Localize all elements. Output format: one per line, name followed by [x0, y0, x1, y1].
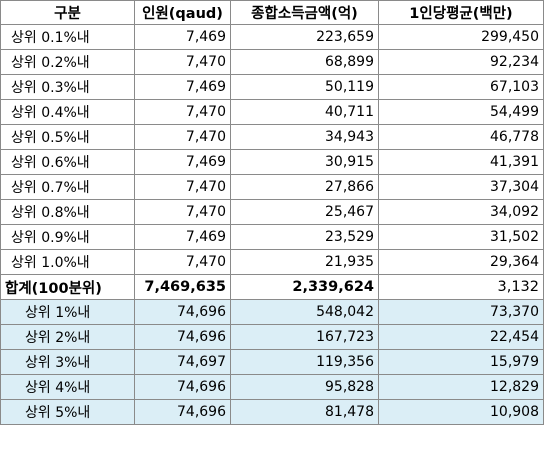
summary-average: 10,908 [378, 399, 544, 425]
header-income: 종합소득금액(억) [230, 0, 379, 25]
summary-label: 상위 2%내 [0, 324, 135, 350]
row-people: 7,469 [134, 224, 231, 250]
header-average: 1인당평균(백만) [378, 0, 544, 25]
row-label: 상위 1.0%내 [0, 249, 135, 275]
row-average: 46,778 [378, 124, 544, 150]
row-people: 7,470 [134, 99, 231, 125]
summary-label: 상위 3%내 [0, 349, 135, 375]
row-income: 25,467 [230, 199, 379, 225]
row-people: 7,470 [134, 49, 231, 75]
income-table: 구분 인원(qaud) 종합소득금액(억) 1인당평균(백만) 상위 0.1%내… [0, 0, 544, 425]
row-people: 7,469 [134, 149, 231, 175]
summary-label: 상위 1%내 [0, 299, 135, 325]
row-average: 34,092 [378, 199, 544, 225]
row-people: 7,469 [134, 24, 231, 50]
summary-row: 상위 1%내 74,696 548,042 73,370 [0, 299, 544, 325]
summary-income: 167,723 [230, 324, 379, 350]
row-income: 21,935 [230, 249, 379, 275]
row-income: 34,943 [230, 124, 379, 150]
summary-label: 상위 5%내 [0, 399, 135, 425]
table-row: 상위 0.4%내 7,470 40,711 54,499 [0, 99, 544, 125]
summary-income: 95,828 [230, 374, 379, 400]
row-income: 50,119 [230, 74, 379, 100]
row-income: 27,866 [230, 174, 379, 200]
summary-average: 73,370 [378, 299, 544, 325]
summary-row: 상위 4%내 74,696 95,828 12,829 [0, 374, 544, 400]
row-average: 31,502 [378, 224, 544, 250]
row-people: 7,469 [134, 74, 231, 100]
table-row: 상위 0.1%내 7,469 223,659 299,450 [0, 24, 544, 50]
row-label: 상위 0.9%내 [0, 224, 135, 250]
header-people: 인원(qaud) [134, 0, 231, 25]
row-label: 상위 0.2%내 [0, 49, 135, 75]
table-row: 상위 0.3%내 7,469 50,119 67,103 [0, 74, 544, 100]
summary-people: 74,696 [134, 299, 231, 325]
row-people: 7,470 [134, 199, 231, 225]
row-income: 40,711 [230, 99, 379, 125]
row-income: 68,899 [230, 49, 379, 75]
row-average: 29,364 [378, 249, 544, 275]
header-category: 구분 [0, 0, 135, 25]
total-label: 합계(100분위) [0, 274, 135, 300]
table-row: 상위 0.7%내 7,470 27,866 37,304 [0, 174, 544, 200]
summary-label: 상위 4%내 [0, 374, 135, 400]
total-income: 2,339,624 [230, 274, 379, 300]
row-people: 7,470 [134, 174, 231, 200]
row-label: 상위 0.7%내 [0, 174, 135, 200]
table-row: 상위 0.9%내 7,469 23,529 31,502 [0, 224, 544, 250]
row-average: 54,499 [378, 99, 544, 125]
table-row: 상위 0.2%내 7,470 68,899 92,234 [0, 49, 544, 75]
row-label: 상위 0.4%내 [0, 99, 135, 125]
row-average: 67,103 [378, 74, 544, 100]
summary-row: 상위 3%내 74,697 119,356 15,979 [0, 349, 544, 375]
table-row: 상위 0.8%내 7,470 25,467 34,092 [0, 199, 544, 225]
total-row: 합계(100분위) 7,469,635 2,339,624 3,132 [0, 274, 544, 300]
row-income: 23,529 [230, 224, 379, 250]
row-income: 223,659 [230, 24, 379, 50]
summary-income: 81,478 [230, 399, 379, 425]
total-people: 7,469,635 [134, 274, 231, 300]
row-label: 상위 0.5%내 [0, 124, 135, 150]
row-average: 37,304 [378, 174, 544, 200]
row-average: 299,450 [378, 24, 544, 50]
summary-row: 상위 2%내 74,696 167,723 22,454 [0, 324, 544, 350]
row-average: 92,234 [378, 49, 544, 75]
summary-average: 22,454 [378, 324, 544, 350]
summary-people: 74,697 [134, 349, 231, 375]
summary-people: 74,696 [134, 324, 231, 350]
summary-average: 12,829 [378, 374, 544, 400]
summary-people: 74,696 [134, 399, 231, 425]
table-row: 상위 1.0%내 7,470 21,935 29,364 [0, 249, 544, 275]
row-people: 7,470 [134, 124, 231, 150]
row-label: 상위 0.6%내 [0, 149, 135, 175]
row-label: 상위 0.3%내 [0, 74, 135, 100]
summary-average: 15,979 [378, 349, 544, 375]
summary-income: 548,042 [230, 299, 379, 325]
row-label: 상위 0.1%내 [0, 24, 135, 50]
summary-income: 119,356 [230, 349, 379, 375]
summary-people: 74,696 [134, 374, 231, 400]
table-row: 상위 0.5%내 7,470 34,943 46,778 [0, 124, 544, 150]
row-average: 41,391 [378, 149, 544, 175]
table-row: 상위 0.6%내 7,469 30,915 41,391 [0, 149, 544, 175]
row-income: 30,915 [230, 149, 379, 175]
summary-row: 상위 5%내 74,696 81,478 10,908 [0, 399, 544, 425]
row-label: 상위 0.8%내 [0, 199, 135, 225]
total-average: 3,132 [378, 274, 544, 300]
header-row: 구분 인원(qaud) 종합소득금액(억) 1인당평균(백만) [0, 0, 544, 25]
row-people: 7,470 [134, 249, 231, 275]
